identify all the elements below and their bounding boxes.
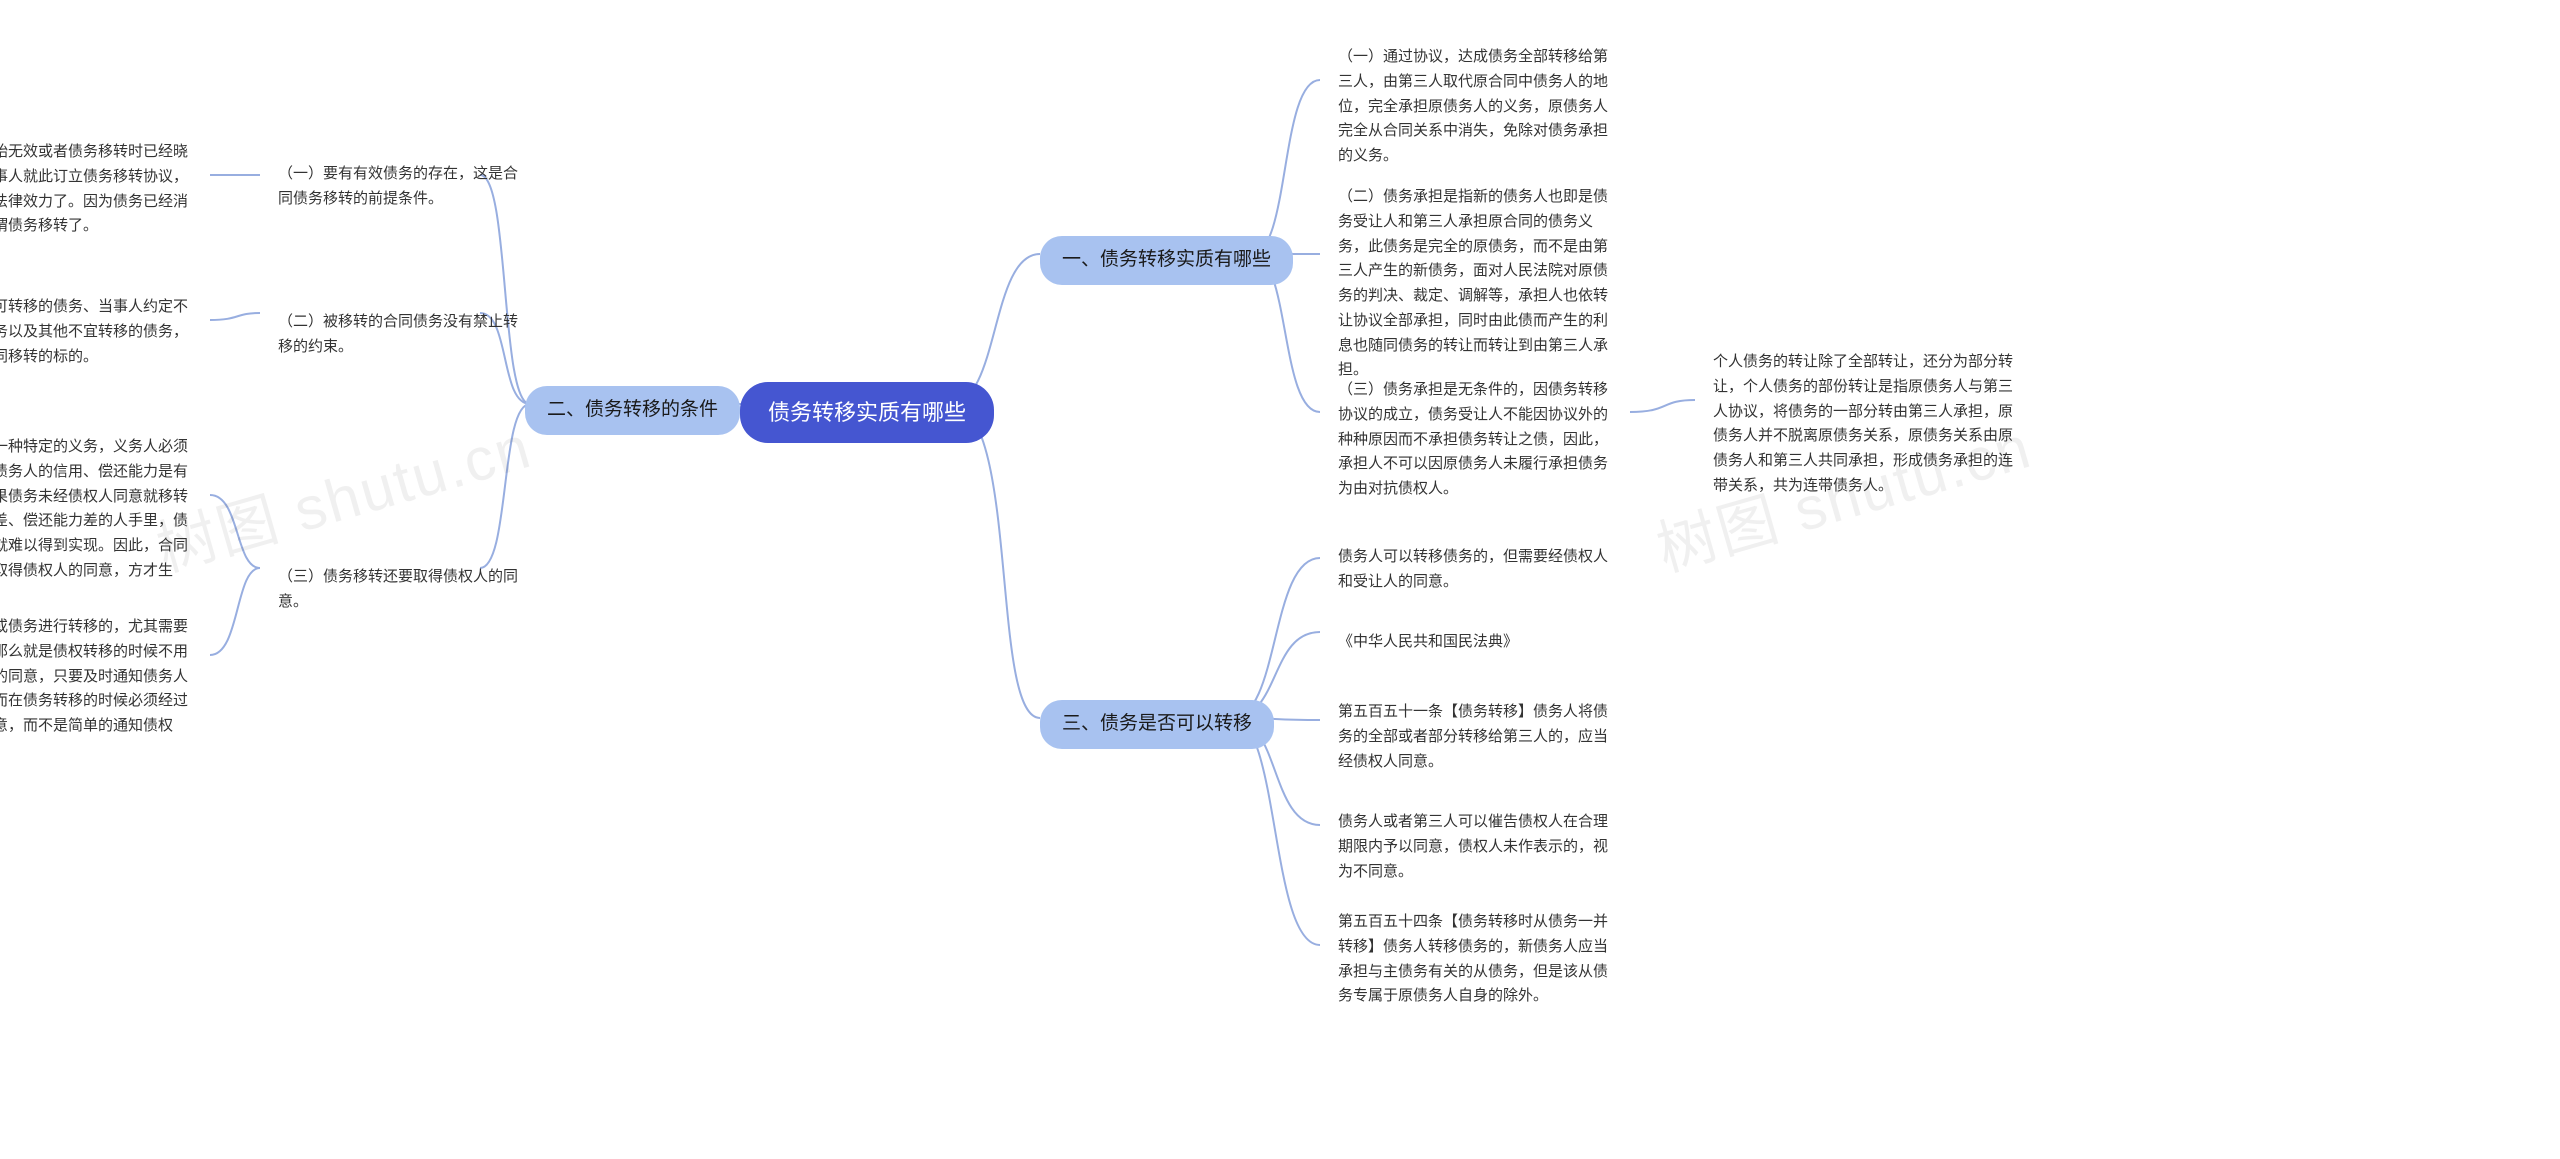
leaf-b2-3: （三）债务移转还要取得债权人的同意。	[260, 555, 540, 625]
leaf-b1-3: （三）债务承担是无条件的，因债务转移协议的成立，债务受让人不能因协议外的种种原因…	[1320, 368, 1640, 512]
leaf-b2-2: （二）被移转的合同债务没有禁止转移的约束。	[260, 300, 540, 370]
leaf-b1-1: （一）通过协议，达成债务全部转移给第三人，由第三人取代原合同中债务人的地位，完全…	[1320, 35, 1640, 179]
leaf-b3-4: 债务人或者第三人可以催告债权人在合理期限内予以同意，债权人未作表示的，视为不同意…	[1320, 800, 1640, 894]
leaf-b3-1: 债务人可以转移债务的，但需要经债权人和受让人的同意。	[1320, 535, 1640, 605]
leaf-b2-1-1: 如果合同自始无效或者债务移转时已经晓美，即使当事人就此订立债务移转协议，也不会发…	[0, 130, 210, 249]
mindmap-root[interactable]: 债务转移实质有哪些	[740, 382, 994, 443]
leaf-b3-2: 《中华人民共和国民法典》	[1320, 620, 1536, 665]
leaf-b1-3-1: 个人债务的转让除了全部转让，还分为部分转让，个人债务的部份转让是指原债务人与第三…	[1695, 340, 2035, 509]
leaf-b2-1: （一）要有有效债务的存在，这是合同债务移转的前提条件。	[260, 152, 540, 222]
leaf-b3-3: 第五百五十一条【债务转移】债务人将债务的全部或者部分转移给第三人的，应当经债权人…	[1320, 690, 1640, 784]
branch-2[interactable]: 二、债务转移的条件	[525, 386, 740, 435]
leaf-b2-2-1: 法律规定不可转移的债务、当事人约定不可转移的债务以及其他不宜转移的债务，不能成为…	[0, 285, 210, 379]
leaf-b3-5: 第五百五十四条【债务转移时从债务一并转移】债务人转移债务的，新债务人应当承担与主…	[1320, 900, 1640, 1019]
branch-1[interactable]: 一、债务转移实质有哪些	[1040, 236, 1293, 285]
leaf-b2-3-1: 因为债务是一种特定的义务，义务人必须履行，不同债务人的信用、偿还能力是有区别的。…	[0, 425, 210, 618]
branch-3[interactable]: 三、债务是否可以转移	[1040, 700, 1274, 749]
leaf-b2-3-2: 公司的债权或债务进行转移的，尤其需要注意一点，那么就是债权转移的时候不用经过债务…	[0, 605, 210, 774]
leaf-b1-2: （二）债务承担是指新的债务人也即是债务受让人和第三人承担原合同的债务义务，此债务…	[1320, 175, 1640, 393]
